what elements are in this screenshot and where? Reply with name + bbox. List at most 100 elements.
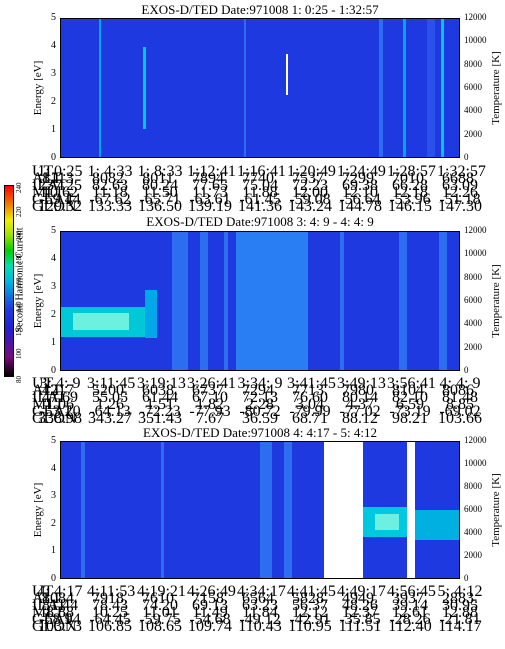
ephemeris-value: 7294.: [242, 382, 278, 399]
white-gap: [407, 442, 416, 578]
ephemeris-label: GLAT: [32, 191, 73, 208]
ephemeris-value: 78.43: [92, 597, 128, 614]
ephemeris-value: -77.02: [339, 403, 381, 420]
panel-3-y2tick: 8000: [464, 481, 482, 491]
ephemeris-value: 61.44: [142, 389, 178, 406]
ephemeris-value: -64.13: [89, 403, 131, 420]
panel-2-y2tick: 4000: [464, 318, 482, 329]
panel-1-ephemeris-row: GLAT -69.44 -67.62 -65.71 -63.61 -61.45 -59.08…: [0, 191, 505, 208]
ephemeris-value: 8084.: [42, 590, 78, 607]
ephemeris-value: 72.13: [242, 389, 278, 406]
ephemeris-value: 8011.: [142, 170, 178, 187]
panel-1-y2tick: 0: [464, 152, 469, 162]
panel-2-y2tick: 2000: [464, 341, 482, 352]
panel-3-ytick: 4: [51, 462, 56, 474]
panel-2-ytick: 1: [51, 337, 56, 348]
ephemeris-value: 72.23: [292, 177, 328, 194]
panel-2-y2tick: 6000: [464, 295, 482, 305]
ephemeris-value: 48.26: [342, 597, 378, 614]
ephemeris-value: 3:11:45: [87, 375, 136, 392]
ephemeris-value: 1: 0:25: [37, 163, 83, 180]
ephemeris-value: 55.05: [92, 389, 128, 406]
ephemeris-value: 12.37: [342, 604, 378, 621]
panel-3-y2label: Temperature [K]: [490, 473, 502, 547]
ephemeris-value: 7740.: [242, 170, 278, 187]
ephemeris-label: UT: [32, 163, 54, 180]
ephemeris-value: -69.44: [39, 191, 81, 208]
panel-2-y2label: Temperature [K]: [490, 264, 502, 338]
ephemeris-value: 7010.: [392, 170, 428, 187]
spectrogram-band: [98, 19, 102, 157]
ephemeris-value: -63.61: [189, 191, 231, 208]
ephemeris-value: 4:56:45: [387, 583, 436, 600]
panel-3-y2tick: 12000: [464, 435, 487, 445]
ephemeris-value: -79.99: [289, 403, 331, 420]
spectrogram-band: [142, 46, 146, 130]
panel-1-ephemeris-row: UT 1: 0:25 1: 4:33 1: 8:33 1:12:41 1:16:41 1:2…: [0, 163, 505, 180]
panel-2-ephemeris-row: UT 3: 4: 9 3:11:45 3:19:13 3:26:41 3:34: 9 3:4…: [0, 375, 505, 392]
ephemeris-value: 106.85: [88, 618, 132, 635]
spectrogram-band: [224, 232, 229, 370]
panel-1-ephemeris-row: GLON 129.32 133.33 136.50 139.19 141.36 143.24…: [0, 198, 505, 215]
ephemeris-value: 237.25: [38, 177, 82, 194]
ephemeris-value: 4949.: [342, 590, 378, 607]
ephemeris-label: GLON: [32, 618, 77, 635]
panel-1-ephemeris-row: ILAT 237.25 82.63 80.24 77.65 75.04 72.23 69.38…: [0, 177, 505, 194]
ephemeris-value: 7158.: [192, 590, 228, 607]
ephemeris-value: -77.93: [189, 403, 231, 420]
panel-3-ytick: 3: [51, 490, 56, 502]
ephemeris-value: 129.32: [38, 198, 82, 215]
spectrogram-band: [379, 19, 383, 157]
ephemeris-value: 3.04: [296, 396, 324, 413]
ephemeris-value: 112.40: [388, 618, 432, 635]
spectrogram-band: [80, 442, 85, 578]
spectrogram-band: [439, 232, 448, 370]
white-gap: [285, 53, 289, 95]
ephemeris-value: 80.14: [342, 389, 378, 406]
panel-2-y2tick: 8000: [464, 271, 482, 282]
ephemeris-value: 10.62: [42, 184, 78, 201]
ephemeris-value: 6564.: [242, 590, 278, 607]
ephemeris-value: 12.00: [292, 184, 328, 201]
panel-3-ephemeris-row: GLAT -68.94 -64.45 -59.75 -54.68 -49.12 -42.91…: [0, 611, 505, 628]
panel-1-ylabel: Energy [eV]: [32, 60, 44, 116]
spectrogram-band: [339, 232, 344, 370]
spectrogram-band: [427, 19, 436, 157]
ephemeris-value: 76.60: [292, 389, 328, 406]
ephemeris-label: UT: [32, 375, 54, 392]
ephemeris-value: 11.50: [142, 184, 178, 201]
spectrogram-band: [160, 442, 165, 578]
ephemeris-value: 343.27: [88, 410, 132, 427]
ephemeris-value: 144.78: [338, 198, 382, 215]
panel-1-y2tick: 2000: [464, 128, 482, 139]
ephemeris-value: 110.95: [288, 618, 332, 635]
ephemeris-value: 81.48: [442, 389, 478, 406]
ephemeris-value: 11.01: [142, 604, 178, 621]
ephemeris-value: 4:41:45: [287, 583, 336, 600]
panel-3-spectrogram: [60, 441, 460, 579]
ephemeris-value: 1: 4:33: [87, 163, 133, 180]
ephemeris-value: 63.09: [442, 177, 478, 194]
panel-3-y2tick: 6000: [464, 504, 482, 514]
ephemeris-value: -68.94: [39, 611, 81, 628]
ephemeris-label: ALT: [32, 382, 62, 399]
ephemeris-value: 108.65: [138, 618, 182, 635]
panel-3: EXOS-D/TED Date:971008 4: 4:17 - 5: 4:12…: [0, 423, 505, 649]
ephemeris-value: 8082.: [92, 170, 128, 187]
ephemeris-value: 12.12: [292, 604, 328, 621]
ephemeris-value: 11.49: [192, 604, 228, 621]
ephemeris-value: 4: 4:17: [37, 583, 83, 600]
ephemeris-label: GLON: [32, 198, 77, 215]
ephemeris-value: -28.26: [389, 611, 431, 628]
ephemeris-value: 7610.: [142, 590, 178, 607]
ephemeris-value: 7713.: [292, 382, 328, 399]
ephemeris-value: 110.43: [238, 618, 282, 635]
spectrogram-band: [244, 19, 247, 157]
ephemeris-value: 1:24:49: [337, 163, 386, 180]
ephemeris-value: 147.30: [438, 198, 482, 215]
ephemeris-value: 1.06: [46, 396, 74, 413]
ephemeris-value: -49.12: [239, 611, 281, 628]
ephemeris-value: 67.10: [192, 389, 228, 406]
white-gap: [323, 442, 364, 578]
ephemeris-value: 7537.: [292, 170, 328, 187]
